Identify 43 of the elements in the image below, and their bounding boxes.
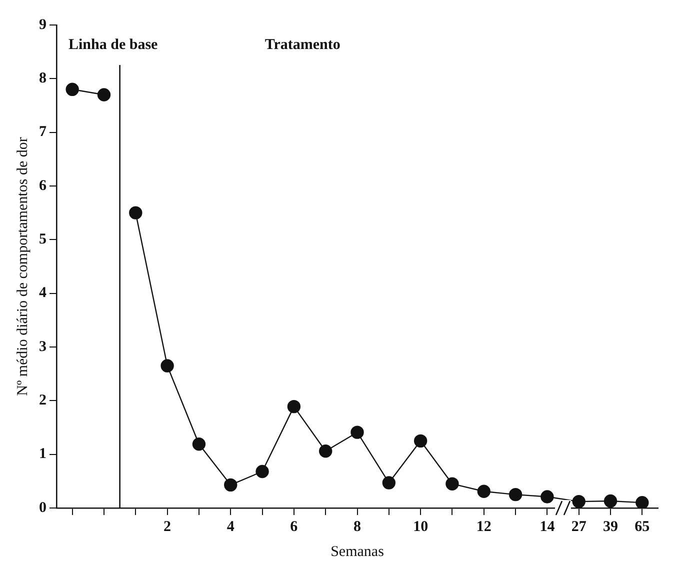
point <box>350 426 364 439</box>
x-tick-label: 14 <box>540 518 556 535</box>
y-tick-label: 8 <box>39 70 46 87</box>
y-tick-label: 9 <box>39 16 46 33</box>
point <box>572 494 586 508</box>
x-tick-label: 2 <box>164 518 172 535</box>
point <box>540 490 554 504</box>
point <box>66 82 79 96</box>
point <box>97 88 111 102</box>
x-tick-label: 12 <box>476 518 492 535</box>
point <box>287 400 301 414</box>
x-tick-label: 39 <box>603 518 618 535</box>
point <box>604 494 618 508</box>
y-tick-label: 7 <box>39 124 47 140</box>
y-tick-label: 0 <box>39 500 46 516</box>
annotation: Linha de base <box>68 36 158 53</box>
point <box>192 438 206 451</box>
x-tick-label: 65 <box>634 518 650 535</box>
x-tick-label: 27 <box>571 518 587 535</box>
y-tick-label: 6 <box>39 178 47 194</box>
y-axis-title: Nº médio diário de comportamentos de dor <box>14 137 31 396</box>
x-tick-label: 6 <box>290 518 298 535</box>
point <box>446 477 459 490</box>
y-tick-label: 4 <box>39 285 47 302</box>
point <box>256 464 269 478</box>
annotation: Tratamento <box>264 36 340 53</box>
x-tick-label: 10 <box>413 518 428 535</box>
point <box>382 476 396 490</box>
y-tick-label: 5 <box>39 232 46 248</box>
point <box>224 478 238 492</box>
x-tick-label: 8 <box>354 518 361 535</box>
point <box>636 496 649 508</box>
point <box>508 488 522 502</box>
y-tick-label: 2 <box>39 392 46 409</box>
x-axis-title: Semanas <box>330 544 384 560</box>
point <box>160 359 174 372</box>
point <box>414 434 428 448</box>
y-tick-label: 3 <box>39 338 46 355</box>
point <box>318 444 332 458</box>
y-tick-label: 1 <box>39 446 46 462</box>
x-tick-label: 4 <box>226 518 235 535</box>
point <box>129 206 142 220</box>
point <box>477 484 490 498</box>
